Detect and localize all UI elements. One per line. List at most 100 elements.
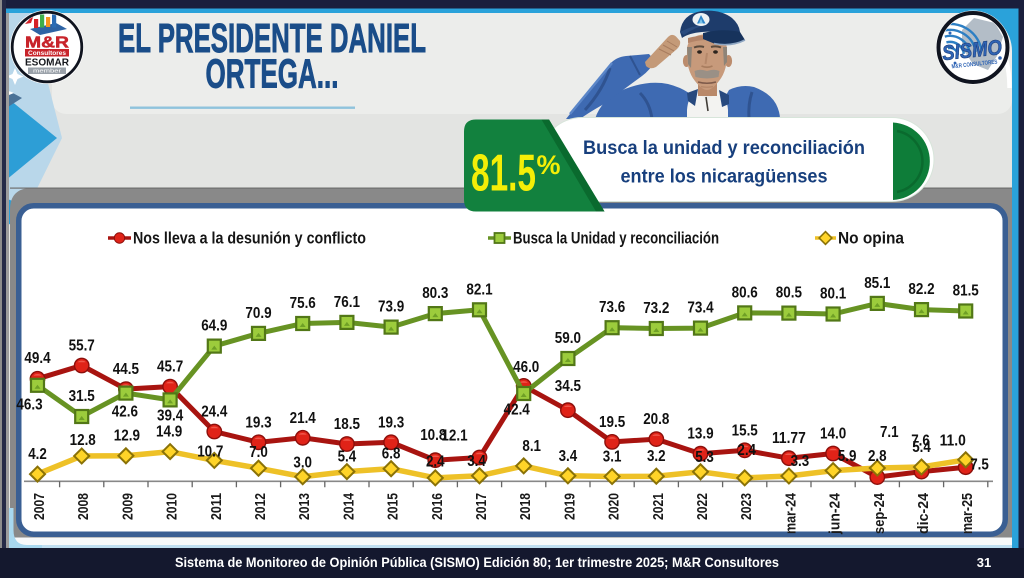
svg-text:2.8: 2.8 <box>868 448 887 465</box>
svg-text:3.4: 3.4 <box>559 448 578 465</box>
svg-text:45.7: 45.7 <box>157 359 183 376</box>
svg-text:20.8: 20.8 <box>643 411 670 428</box>
svg-text:Consultores: Consultores <box>28 50 67 57</box>
svg-text:81.5: 81.5 <box>953 283 980 300</box>
svg-text:2.4: 2.4 <box>737 442 756 459</box>
svg-text:2011: 2011 <box>208 493 225 520</box>
svg-text:64.9: 64.9 <box>201 318 228 335</box>
svg-text:73.6: 73.6 <box>599 299 626 316</box>
svg-text:19.3: 19.3 <box>378 414 405 431</box>
svg-text:42.6: 42.6 <box>112 404 139 421</box>
svg-text:70.9: 70.9 <box>245 305 272 322</box>
svg-text:No opina: No opina <box>838 230 905 248</box>
svg-text:Nos lleva a la desunión y conf: Nos lleva a la desunión y conflicto <box>133 230 366 248</box>
svg-text:3.2: 3.2 <box>647 448 666 465</box>
svg-text:2008: 2008 <box>75 493 92 520</box>
svg-text:75.6: 75.6 <box>290 295 317 312</box>
svg-text:Busca la unidad y reconciliaci: Busca la unidad y reconciliación <box>583 137 865 159</box>
svg-text:12.9: 12.9 <box>114 427 141 444</box>
svg-text:80.1: 80.1 <box>820 286 847 303</box>
svg-text:18.5: 18.5 <box>334 416 361 433</box>
svg-text:59.0: 59.0 <box>555 330 581 347</box>
svg-text:12.8: 12.8 <box>70 432 97 449</box>
svg-text:3.4: 3.4 <box>467 453 486 470</box>
svg-text:2012: 2012 <box>252 493 269 520</box>
svg-text:7.1: 7.1 <box>880 424 899 441</box>
svg-text:10.7: 10.7 <box>197 443 223 460</box>
svg-text:2018: 2018 <box>517 493 534 520</box>
svg-text:2016: 2016 <box>429 493 446 520</box>
svg-text:Busca la Unidad y reconciliaci: Busca la Unidad y reconciliación <box>513 230 719 248</box>
svg-text:%: % <box>537 150 561 180</box>
svg-text:31: 31 <box>977 555 991 570</box>
svg-text:11.0: 11.0 <box>940 432 966 449</box>
svg-text:46.3: 46.3 <box>16 396 43 413</box>
svg-text:M&R CONSULTORES: M&R CONSULTORES <box>951 60 997 71</box>
svg-text:sep-24: sep-24 <box>871 492 888 534</box>
svg-text:mar-25: mar-25 <box>959 493 976 534</box>
svg-text:4.2: 4.2 <box>28 446 47 463</box>
svg-text:6.8: 6.8 <box>382 446 401 463</box>
svg-text:82.2: 82.2 <box>908 281 934 298</box>
svg-text:85.1: 85.1 <box>864 275 891 292</box>
svg-text:10.8: 10.8 <box>420 427 447 444</box>
svg-text:55.7: 55.7 <box>69 338 95 355</box>
svg-text:EL PRESIDENTE DANIEL: EL PRESIDENTE DANIEL <box>118 15 426 61</box>
svg-text:14.0: 14.0 <box>820 426 846 443</box>
svg-text:80.6: 80.6 <box>732 284 759 301</box>
svg-text:2010: 2010 <box>164 493 181 520</box>
svg-text:dic-24: dic-24 <box>915 492 932 534</box>
svg-text:73.4: 73.4 <box>687 300 714 317</box>
svg-text:2014: 2014 <box>340 492 357 520</box>
svg-text:46.0: 46.0 <box>513 359 539 376</box>
svg-text:member: member <box>33 69 61 75</box>
svg-text:11.77: 11.77 <box>772 430 806 447</box>
svg-text:14.9: 14.9 <box>156 424 183 441</box>
svg-text:49.4: 49.4 <box>24 350 51 367</box>
svg-text:5.9: 5.9 <box>838 448 857 465</box>
svg-text:2.4: 2.4 <box>426 453 445 470</box>
svg-text:12.1: 12.1 <box>441 428 468 445</box>
svg-text:2021: 2021 <box>650 493 667 520</box>
svg-text:7.0: 7.0 <box>249 444 268 461</box>
svg-text:5.4: 5.4 <box>338 449 357 466</box>
svg-text:24.4: 24.4 <box>201 404 228 421</box>
svg-text:73.9: 73.9 <box>378 299 405 316</box>
svg-text:34.5: 34.5 <box>555 378 582 395</box>
svg-text:15.5: 15.5 <box>732 422 759 439</box>
svg-text:7.6: 7.6 <box>911 433 930 450</box>
svg-text:entre los nicaragüenses: entre los nicaragüenses <box>621 166 828 188</box>
svg-text:Sistema de Monitoreo de Opinió: Sistema de Monitoreo de Opinión Pública … <box>175 555 779 570</box>
svg-text:80.3: 80.3 <box>422 285 449 302</box>
svg-text:2020: 2020 <box>606 493 623 520</box>
svg-text:3.0: 3.0 <box>293 455 312 472</box>
svg-text:44.5: 44.5 <box>113 361 140 378</box>
svg-text:M&R: M&R <box>25 35 70 52</box>
svg-text:2022: 2022 <box>694 493 711 520</box>
svg-text:2017: 2017 <box>473 493 490 520</box>
svg-text:19.3: 19.3 <box>245 414 272 431</box>
svg-text:31.5: 31.5 <box>69 388 96 405</box>
svg-text:5.3: 5.3 <box>695 449 714 466</box>
svg-text:3.3: 3.3 <box>791 453 810 470</box>
svg-text:81.5: 81.5 <box>471 145 536 203</box>
svg-text:76.1: 76.1 <box>334 294 361 311</box>
svg-text:82.1: 82.1 <box>466 281 493 298</box>
svg-text:2015: 2015 <box>385 493 402 520</box>
svg-text:2013: 2013 <box>296 493 313 520</box>
svg-text:13.9: 13.9 <box>687 426 714 443</box>
svg-text:ESOMAR: ESOMAR <box>25 57 69 69</box>
svg-text:5.4: 5.4 <box>912 439 931 456</box>
svg-text:42.4: 42.4 <box>504 402 531 419</box>
svg-text:80.5: 80.5 <box>776 285 803 302</box>
svg-text:73.2: 73.2 <box>643 300 669 317</box>
svg-text:39.4: 39.4 <box>157 407 184 424</box>
svg-text:2023: 2023 <box>738 493 755 520</box>
svg-text:19.5: 19.5 <box>599 414 626 431</box>
svg-text:2009: 2009 <box>119 493 136 520</box>
svg-text:3.1: 3.1 <box>603 449 622 466</box>
svg-text:8.1: 8.1 <box>522 438 541 455</box>
svg-text:2019: 2019 <box>561 493 578 520</box>
svg-text:mar-24: mar-24 <box>782 492 799 534</box>
svg-text:jun-24: jun-24 <box>827 492 844 535</box>
